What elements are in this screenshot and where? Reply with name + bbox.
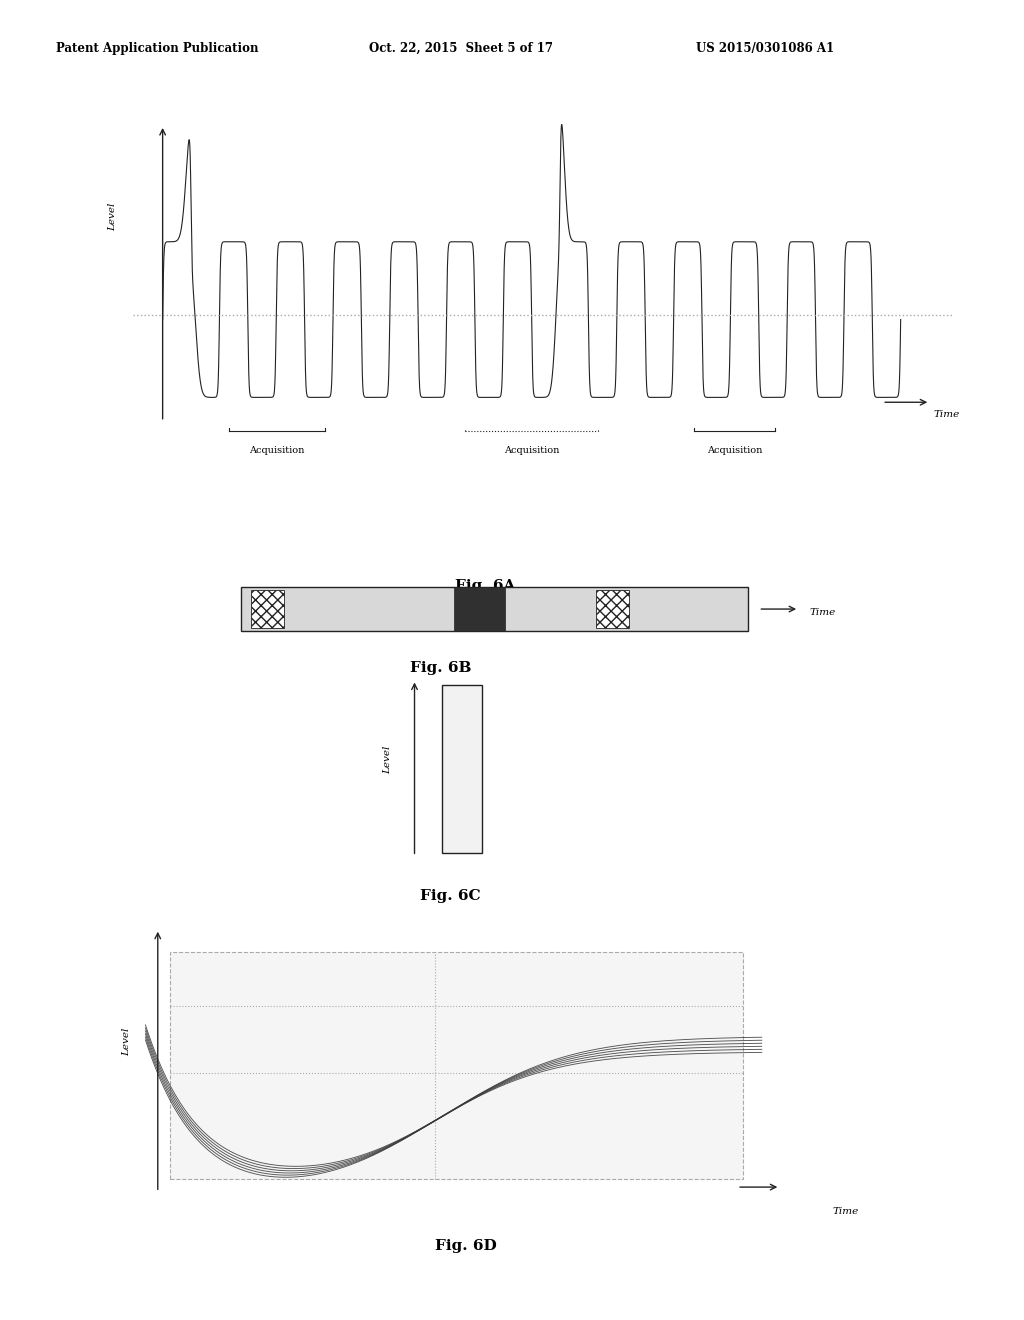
Text: Acquisition: Acquisition [504,446,559,455]
Text: Acquisition: Acquisition [250,446,305,455]
Text: Level: Level [122,1028,131,1056]
Bar [596,590,629,628]
Text: Time: Time [809,609,836,618]
Text: Fig. 6D: Fig. 6D [435,1238,497,1253]
Bar [454,587,505,631]
Text: Time: Time [833,1206,858,1216]
Text: Fig. 6A: Fig. 6A [456,578,515,593]
Bar [251,590,284,628]
Text: Fig. 6C: Fig. 6C [420,888,481,903]
Text: US 2015/0301086 A1: US 2015/0301086 A1 [696,42,835,55]
Text: Level: Level [109,202,117,231]
Text: Time: Time [934,411,961,420]
Bar [441,685,482,853]
Text: Acquisition: Acquisition [707,446,762,455]
Text: Fig. 6B: Fig. 6B [410,661,471,676]
Bar [170,952,743,1179]
Bar [241,587,749,631]
Text: Patent Application Publication: Patent Application Publication [56,42,259,55]
Text: Oct. 22, 2015  Sheet 5 of 17: Oct. 22, 2015 Sheet 5 of 17 [369,42,553,55]
Text: Level: Level [383,746,392,774]
